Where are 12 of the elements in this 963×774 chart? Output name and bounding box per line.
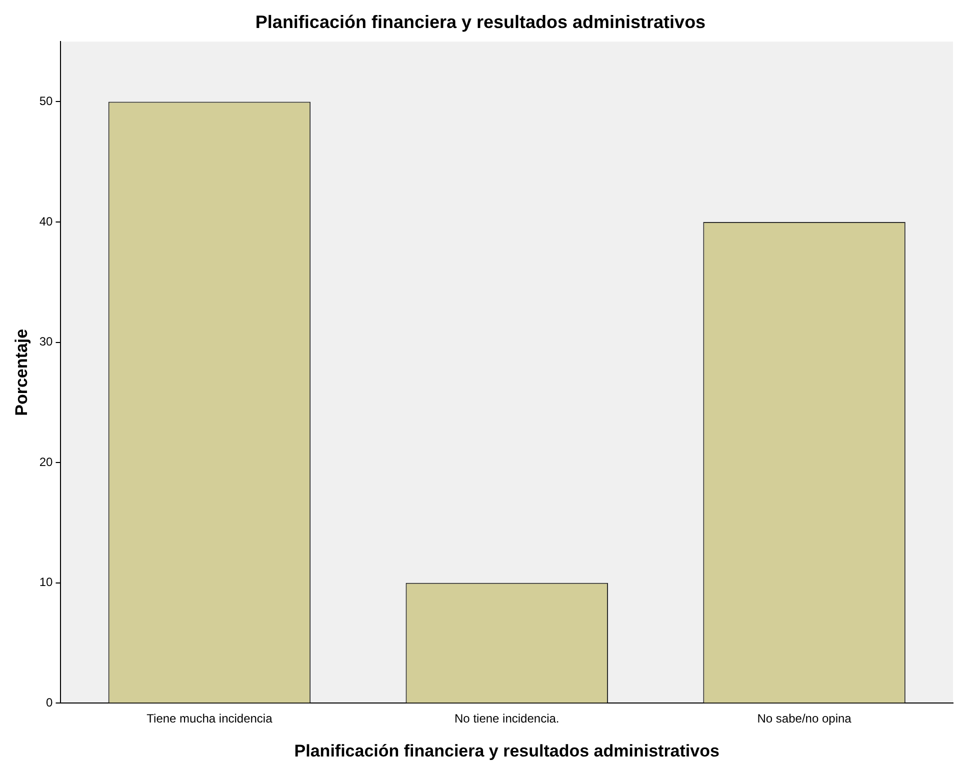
y-tick-label: 20 [39,454,54,469]
x-axis-title: Planificación financiera y resultados administrativos [294,741,720,760]
y-tick-label: 10 [39,575,54,590]
y-axis-title: Porcentaje [12,328,31,416]
y-tick-label: 50 [39,94,54,108]
x-tick-label: No tiene incidencia. [454,712,560,726]
y-tick-label: 0 [46,696,54,710]
x-tick-label: Tiene mucha incidencia [146,712,273,726]
chart-title: Planificación financiera y resultados administrativos [255,12,706,32]
y-tick-label: 30 [39,334,54,349]
x-tick-label: No sabe/no opina [757,712,852,726]
y-tick-label: 40 [39,214,54,228]
